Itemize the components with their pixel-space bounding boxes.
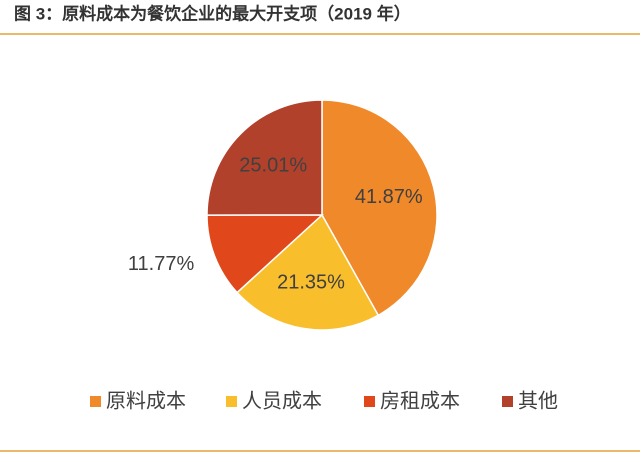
data-label: 25.01% bbox=[239, 155, 307, 177]
legend-swatch bbox=[226, 396, 237, 407]
pie-slice bbox=[321, 99, 438, 317]
legend-swatch bbox=[502, 396, 513, 407]
legend-label: 房租成本 bbox=[380, 389, 460, 412]
data-label: 11.77% bbox=[128, 253, 195, 275]
pie-slice bbox=[206, 99, 323, 216]
legend-label: 原料成本 bbox=[106, 389, 186, 412]
legend-label: 其他 bbox=[518, 389, 558, 412]
data-label: 21.35% bbox=[277, 271, 345, 293]
legend-label: 人员成本 bbox=[242, 389, 322, 412]
data-label: 41.87% bbox=[355, 186, 423, 208]
pie-slice bbox=[236, 213, 380, 331]
pie-slice bbox=[206, 214, 324, 294]
chart-title: 图 3：原料成本为餐饮企业的最大开支项（2019 年） bbox=[14, 3, 411, 23]
legend-swatch bbox=[90, 396, 101, 407]
legend-swatch bbox=[364, 396, 375, 407]
